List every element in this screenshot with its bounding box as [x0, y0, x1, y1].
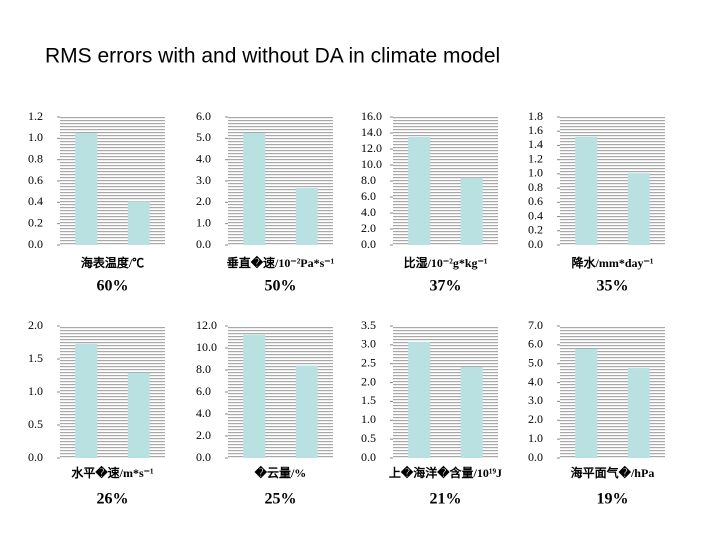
x-axis-label: 海表温度/℃: [81, 255, 144, 270]
x-axis-label: �云量/%: [254, 465, 307, 480]
y-tick-label: 6.0: [528, 337, 543, 351]
bar: [575, 136, 598, 245]
y-tick-label: 1.0: [196, 215, 211, 229]
y-tick-label: 2.0: [361, 221, 376, 235]
y-tick-label: 4.0: [196, 151, 211, 165]
y-tick-label: 0.8: [28, 151, 43, 165]
bar: [243, 334, 266, 458]
y-tick-label: 0.5: [28, 417, 43, 431]
y-tick-label: 6.0: [361, 189, 376, 203]
y-tick-label: 4.0: [196, 406, 211, 420]
x-axis-label: 垂直�速/10⁻²Pa*s⁻¹: [227, 255, 335, 270]
y-tick-label: 1.8: [528, 109, 543, 123]
y-tick-label: 2.0: [528, 412, 543, 426]
y-tick-label: 12.0: [196, 318, 217, 332]
x-axis-label: 海平面气�/hPa: [571, 465, 655, 480]
bar: [295, 365, 318, 458]
y-tick-label: 2.5: [361, 355, 376, 369]
reduction-label: 50%: [265, 278, 297, 295]
y-tick-label: 6.0: [196, 109, 211, 123]
y-tick-label: 16.0: [361, 109, 382, 123]
y-tick-label: 0.5: [361, 431, 376, 445]
x-axis-label: 降水/mm*day⁻¹: [572, 255, 654, 270]
y-tick-label: 2.0: [28, 318, 43, 332]
y-tick-label: 0.0: [196, 450, 211, 464]
y-tick-label: 0.0: [528, 237, 543, 251]
y-tick-label: 0.0: [361, 450, 376, 464]
y-tick-label: 3.0: [528, 393, 543, 407]
bar: [75, 343, 98, 458]
bar: [627, 368, 650, 458]
y-tick-label: 0.0: [196, 237, 211, 251]
reduction-label: 35%: [597, 278, 629, 295]
y-tick-label: 1.2: [28, 109, 43, 123]
y-tick-label: 1.0: [528, 166, 543, 180]
bar: [627, 173, 650, 245]
bar: [460, 367, 483, 458]
y-tick-label: 14.0: [361, 125, 382, 139]
y-tick-label: 2.0: [361, 374, 376, 388]
y-tick-label: 5.0: [196, 130, 211, 144]
slide-title: RMS errors with and without DA in climat…: [45, 45, 500, 68]
y-tick-label: 0.0: [528, 450, 543, 464]
y-tick-label: 0.6: [528, 194, 543, 208]
y-tick-label: 1.5: [28, 351, 43, 365]
y-tick-label: 1.0: [28, 130, 43, 144]
reduction-label: 25%: [265, 491, 297, 508]
reduction-label: 21%: [430, 491, 462, 508]
y-tick-label: 6.0: [196, 384, 211, 398]
y-tick-label: 5.0: [528, 355, 543, 369]
y-tick-label: 0.2: [528, 223, 543, 237]
y-tick-label: 3.0: [196, 173, 211, 187]
bar: [127, 201, 150, 245]
y-tick-label: 0.0: [361, 237, 376, 251]
y-tick-label: 1.2: [528, 151, 543, 165]
y-tick-label: 0.2: [28, 215, 43, 229]
reduction-label: 60%: [97, 278, 129, 295]
bar: [408, 137, 431, 245]
y-tick-label: 10.0: [361, 157, 382, 171]
bar: [460, 177, 483, 245]
reduction-label: 26%: [97, 491, 129, 508]
y-tick-label: 8.0: [196, 362, 211, 376]
y-tick-label: 1.6: [528, 123, 543, 137]
y-tick-label: 4.0: [528, 374, 543, 388]
y-tick-label: 3.5: [361, 318, 376, 332]
y-tick-label: 3.0: [361, 337, 376, 351]
y-tick-label: 10.0: [196, 340, 217, 354]
y-tick-label: 12.0: [361, 141, 382, 155]
y-tick-label: 8.0: [361, 173, 376, 187]
y-tick-label: 1.5: [361, 393, 376, 407]
x-axis-label: 比湿/10⁻²g*kg⁻¹: [404, 255, 488, 270]
bar: [243, 133, 266, 245]
y-tick-label: 2.0: [196, 428, 211, 442]
y-tick-label: 0.0: [28, 237, 43, 251]
y-tick-label: 0.6: [28, 173, 43, 187]
y-tick-label: 2.0: [196, 194, 211, 208]
y-tick-label: 7.0: [528, 318, 543, 332]
bar: [127, 372, 150, 458]
y-tick-label: 4.0: [361, 205, 376, 219]
y-tick-label: 0.0: [28, 450, 43, 464]
y-tick-label: 1.4: [528, 137, 543, 151]
y-tick-label: 0.8: [528, 180, 543, 194]
reduction-label: 37%: [430, 278, 462, 295]
x-axis-label: 水平�速/m*s⁻¹: [71, 465, 154, 480]
y-tick-label: 0.4: [28, 194, 43, 208]
bar: [75, 133, 98, 245]
bar: [575, 349, 598, 458]
y-tick-label: 1.0: [528, 431, 543, 445]
y-tick-label: 0.4: [528, 208, 543, 222]
x-axis-label: 上�海洋�含量/10¹⁹J: [389, 465, 502, 480]
y-tick-label: 1.0: [361, 412, 376, 426]
y-tick-label: 1.0: [28, 384, 43, 398]
bar: [408, 341, 431, 458]
bar: [295, 188, 318, 245]
reduction-label: 19%: [597, 491, 629, 508]
